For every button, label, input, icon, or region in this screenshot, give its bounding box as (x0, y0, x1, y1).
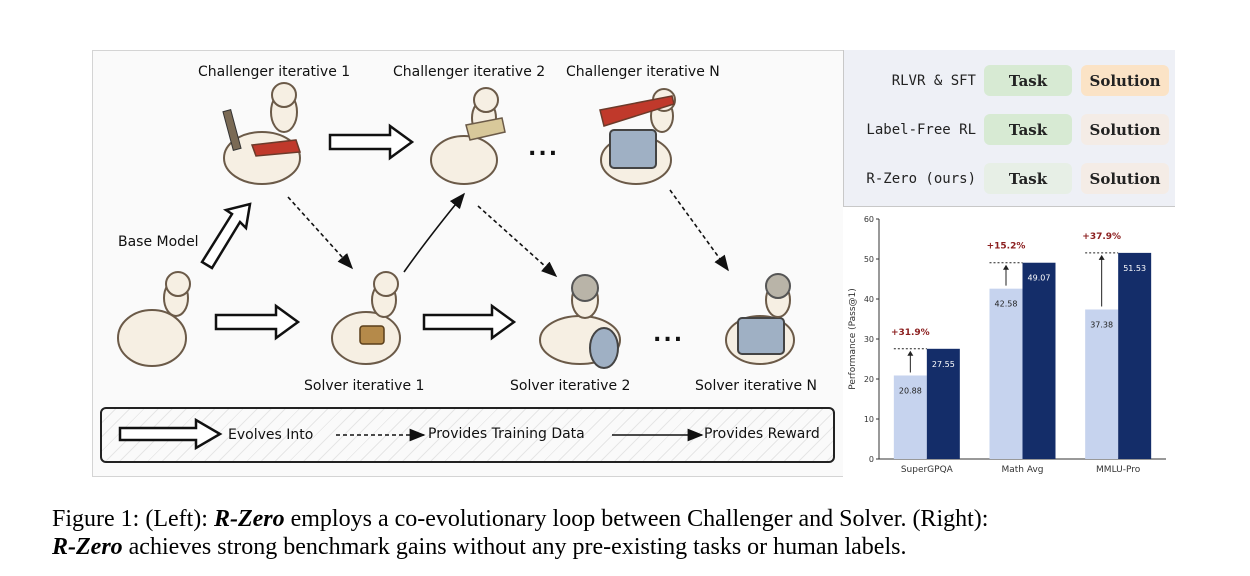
bar-value-label: 51.53 (1123, 264, 1146, 273)
y-tick-label: 20 (864, 375, 874, 384)
solver-label-1: Solver iterative 1 (304, 378, 425, 394)
bar-baseline (1085, 309, 1119, 459)
solution-pill: Solution (1081, 65, 1169, 96)
y-tick-label: 0 (869, 455, 874, 464)
comparison-row-labelfree: Label-Free RL Task Solution (844, 112, 1175, 152)
gain-label: +31.9% (891, 328, 930, 338)
task-pill: Task (984, 163, 1072, 194)
bar-value-label: 37.38 (1090, 320, 1113, 329)
category-label: MMLU-Pro (1096, 465, 1141, 475)
caption-emphasis-2: R-Zero (52, 534, 123, 560)
comparison-row-rzero: R-Zero (ours) Task Solution (844, 161, 1175, 201)
y-axis-label: Performance (Pass@1) (848, 288, 858, 390)
legend-training-label: Provides Training Data (428, 426, 585, 442)
caption-line-1: Figure 1: (Left): R-Zero employs a co-ev… (52, 505, 1212, 533)
task-pill: Task (984, 114, 1072, 145)
figure-caption: Figure 1: (Left): R-Zero employs a co-ev… (52, 505, 1212, 561)
category-label: SuperGPQA (901, 465, 954, 475)
gain-arrow-head (907, 350, 914, 356)
bar-rzero (926, 348, 960, 459)
caption-prefix: Figure 1: (Left): (52, 506, 214, 532)
gain-arrow-head (1098, 254, 1105, 260)
y-tick-label: 10 (864, 415, 874, 424)
bar-value-label: 42.58 (995, 300, 1018, 309)
challenger-label-2: Challenger iterative 2 (393, 64, 546, 80)
ellipsis-top: ... (528, 136, 560, 161)
category-label: Math Avg (1001, 465, 1043, 475)
comparison-row-label: R-Zero (ours) (866, 171, 976, 187)
comparison-row-rlvr: RLVR & SFT Task Solution (844, 63, 1175, 103)
bar-baseline (989, 288, 1023, 459)
legend-reward-label: Provides Reward (704, 426, 820, 442)
gain-label: +15.2% (987, 242, 1026, 252)
caption-rest-1: employs a co-evolutionary loop between C… (284, 506, 989, 532)
y-tick-label: 50 (864, 255, 874, 264)
solver-label-2: Solver iterative 2 (510, 378, 631, 394)
base-model-label: Base Model (118, 234, 199, 250)
task-pill: Task (984, 65, 1072, 96)
challenger-label-1: Challenger iterative 1 (198, 64, 351, 80)
bar-rzero (1118, 252, 1152, 459)
gain-label: +37.9% (1082, 232, 1121, 242)
bar-rzero (1022, 262, 1056, 459)
solution-pill: Solution (1081, 114, 1169, 145)
caption-emphasis-1: R-Zero (213, 506, 285, 532)
caption-line-2: R-Zero achieves strong benchmark gains w… (52, 533, 1212, 561)
gain-arrow-head (1003, 264, 1009, 270)
comparison-row-label: RLVR & SFT (891, 73, 976, 89)
ellipsis-bottom: ... (653, 322, 685, 347)
caption-rest-2: achieves strong benchmark gains without … (122, 534, 907, 560)
comparison-row-label: Label-Free RL (866, 122, 976, 138)
y-tick-label: 60 (864, 215, 874, 224)
challenger-label-n: Challenger iterative N (566, 64, 720, 80)
solver-label-n: Solver iterative N (695, 378, 817, 394)
y-tick-label: 30 (864, 335, 874, 344)
bar-value-label: 49.07 (1028, 274, 1051, 283)
legend-evolves-label: Evolves Into (228, 427, 314, 443)
comparison-table: RLVR & SFT Task Solution Label-Free RL T… (843, 50, 1175, 207)
solution-pill: Solution (1081, 163, 1169, 194)
y-tick-label: 40 (864, 295, 874, 304)
bar-chart: 0 10 20 30 40 50 60 Performance (Pass@1) 20.88 27… (843, 207, 1174, 477)
bar-value-label: 27.55 (932, 360, 955, 369)
legend-box (100, 407, 835, 463)
bar-baseline (893, 375, 927, 459)
bar-value-label: 20.88 (899, 386, 922, 395)
